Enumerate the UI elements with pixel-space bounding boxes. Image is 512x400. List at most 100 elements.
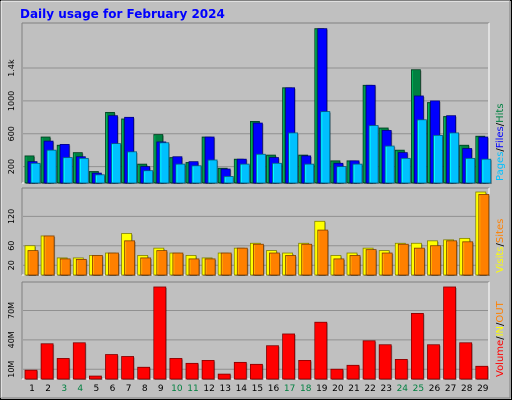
x-tick-label: 16	[268, 384, 280, 394]
bar-pages-1	[30, 162, 41, 184]
x-tick-label: 23	[380, 384, 391, 394]
x-tick-label: 11	[187, 384, 198, 394]
x-tick-label: 7	[126, 384, 132, 394]
legend-part: Sites	[495, 219, 506, 243]
legend-part: Volume	[495, 340, 506, 377]
bar-volume-24	[394, 359, 408, 380]
bar-volume-20	[330, 368, 344, 380]
bar-sites-9	[156, 250, 168, 276]
legend-visits-sites: Visits/Sites	[495, 219, 506, 273]
bar-sites-25	[413, 247, 425, 276]
bar-pages-29	[481, 158, 492, 184]
bar-pages-20	[336, 166, 347, 184]
legend-part: OUT	[495, 300, 506, 322]
y-tick-label: 200	[7, 159, 16, 174]
bar-volume-15	[249, 363, 263, 380]
legend-part: /	[495, 322, 506, 326]
bar-pages-28	[465, 157, 476, 184]
bar-volume-4	[72, 342, 86, 380]
bar-sites-17	[285, 255, 297, 276]
bar-sites-26	[430, 245, 441, 276]
bar-sites-8	[140, 257, 152, 276]
bar-sites-5	[92, 255, 103, 276]
bar-pages-19	[320, 111, 331, 184]
bar-sites-1	[27, 250, 39, 276]
y-tick-label: 600	[7, 126, 16, 141]
x-tick-label: 21	[348, 384, 359, 394]
x-tick-label: 5	[94, 384, 100, 394]
bar-volume-28	[459, 342, 473, 380]
bar-volume-10	[169, 358, 183, 380]
bar-volume-22	[362, 340, 376, 380]
bar-pages-11	[191, 165, 202, 184]
bar-volume-14	[233, 361, 247, 380]
bar-pages-10	[175, 163, 186, 184]
bar-volume-25	[410, 313, 424, 380]
bar-sites-12	[204, 258, 216, 276]
bar-volume-3	[56, 358, 70, 380]
x-tick-label: 10	[171, 384, 183, 394]
bar-sites-19	[317, 229, 329, 276]
bar-volume-7	[121, 356, 134, 380]
x-tick-label: 20	[332, 384, 344, 394]
bar-volume-23	[378, 344, 392, 380]
chart-title: Daily usage for February 2024	[20, 7, 225, 21]
bar-sites-15	[252, 243, 264, 276]
bar-pages-3	[62, 157, 73, 184]
legend-part: /	[495, 336, 506, 340]
bar-volume-2	[40, 343, 54, 380]
y-tick-label: 1000	[7, 91, 16, 111]
x-tick-label: 22	[364, 384, 375, 394]
bar-pages-15	[255, 153, 266, 184]
bar-pages-23	[384, 145, 395, 184]
x-tick-label: 29	[477, 384, 489, 394]
y-tick-label: 40M	[7, 331, 16, 348]
legend-part: Files	[495, 126, 506, 148]
bar-volume-13	[217, 373, 231, 380]
y-tick-label: 1.4k	[7, 59, 16, 77]
bar-pages-14	[239, 163, 250, 184]
x-tick-label: 14	[236, 384, 248, 394]
bar-sites-27	[446, 240, 458, 276]
bar-pages-24	[400, 157, 411, 184]
y-tick-label: 120	[7, 209, 16, 224]
bars	[24, 28, 492, 380]
x-tick-label: 13	[219, 384, 230, 394]
bar-pages-17	[288, 132, 299, 184]
bar-pages-9	[159, 142, 170, 184]
bar-sites-24	[397, 243, 409, 276]
bar-pages-4	[78, 157, 89, 184]
bar-sites-7	[124, 240, 135, 276]
bar-pages-12	[207, 159, 218, 184]
legend-part: /	[495, 148, 506, 152]
bar-pages-2	[46, 149, 57, 184]
legend-part: Visits	[495, 246, 506, 273]
bar-sites-29	[478, 194, 490, 276]
x-tick-label: 6	[110, 384, 116, 394]
x-tick-label: 9	[158, 384, 164, 394]
bar-sites-10	[172, 252, 184, 276]
bar-volume-26	[427, 344, 440, 380]
y-tick-label: 60	[7, 241, 16, 251]
x-tick-label: 17	[284, 384, 295, 394]
legend-part: IN	[495, 326, 506, 336]
bar-volume-5	[89, 375, 102, 380]
bar-volume-11	[185, 362, 199, 380]
bar-volume-18	[298, 359, 312, 380]
bar-volume-29	[475, 365, 489, 380]
bar-sites-22	[365, 249, 377, 276]
bar-pages-13	[223, 176, 234, 184]
legend-volume: Volume/IN/OUT	[495, 300, 506, 377]
bar-sites-2	[43, 235, 55, 276]
bar-volume-1	[24, 369, 38, 380]
bar-pages-6	[111, 143, 121, 184]
bar-pages-7	[127, 151, 137, 184]
bar-volume-9	[153, 286, 167, 380]
bar-volume-17	[282, 333, 296, 380]
bar-sites-21	[349, 255, 361, 276]
bar-sites-14	[236, 247, 248, 276]
legend-part: Pages	[495, 152, 506, 181]
x-tick-label: 25	[413, 384, 424, 394]
bar-sites-28	[462, 241, 474, 276]
